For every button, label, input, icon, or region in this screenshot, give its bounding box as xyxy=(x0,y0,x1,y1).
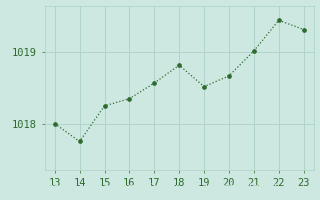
Text: Graphe pression niveau de la mer (hPa): Graphe pression niveau de la mer (hPa) xyxy=(41,183,279,193)
